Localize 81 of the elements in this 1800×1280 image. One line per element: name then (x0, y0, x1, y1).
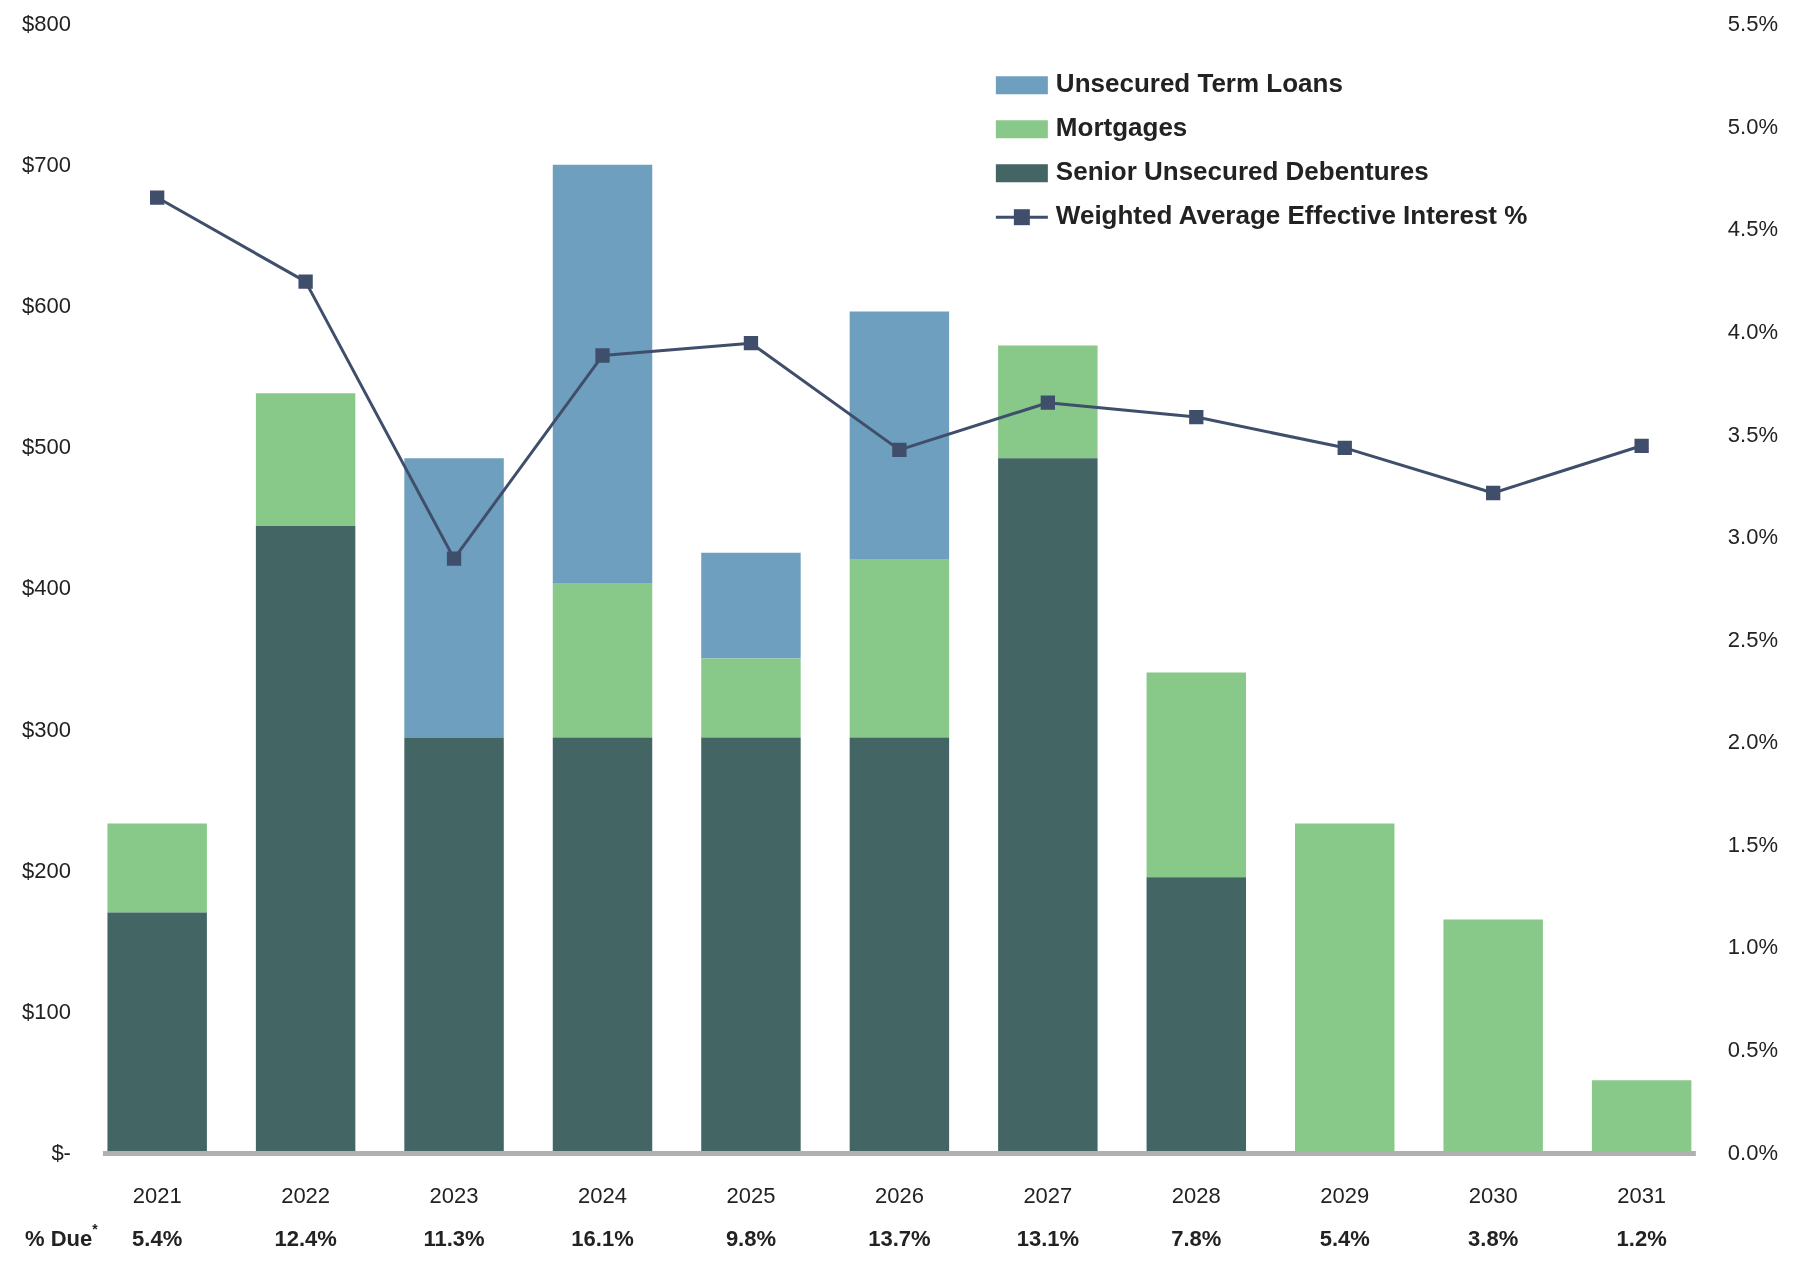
text: 1.2% (1616, 1225, 1667, 1251)
y2-tick-label: 4.5% (1727, 216, 1779, 242)
bar (107, 912, 207, 1154)
text: 7.8% (1171, 1225, 1222, 1251)
point (1634, 438, 1649, 453)
point (1486, 485, 1501, 501)
point (1337, 440, 1352, 455)
text: 5.4% (1319, 1225, 1370, 1251)
text: 3.8% (1468, 1225, 1519, 1251)
text: 5.4% (132, 1225, 183, 1251)
bar (701, 737, 801, 1154)
y2-tick-label: 2.5% (1727, 626, 1779, 652)
bar (1146, 877, 1247, 1154)
x-tick-label: 2027 (1023, 1182, 1073, 1208)
text: 12.4% (274, 1225, 337, 1251)
bar (849, 737, 950, 1154)
bar (998, 458, 1098, 1154)
bar (552, 164, 653, 584)
x-tick-label: 2024 (578, 1182, 627, 1208)
y-tick-label: $800 (21, 11, 71, 37)
y2-tick-label: 2.0% (1727, 729, 1779, 755)
x-tick-label: 2026 (874, 1182, 924, 1208)
x-tick-label: 2025 (726, 1182, 776, 1208)
bar (404, 737, 504, 1154)
point (150, 190, 165, 205)
y-tick-label: $600 (21, 293, 71, 319)
y2-tick-label: 1.0% (1727, 934, 1779, 960)
bar (1443, 919, 1543, 1154)
y-tick-label: $- (51, 1139, 71, 1165)
legend-label: Weighted Average Effective Interest % (1055, 200, 1528, 231)
x-tick-label: 2031 (1617, 1182, 1667, 1208)
bar (701, 552, 801, 659)
x-tick-label: 2028 (1171, 1182, 1221, 1208)
bar (998, 345, 1098, 459)
point (595, 348, 610, 363)
text: 13.1% (1016, 1225, 1080, 1251)
point (892, 442, 907, 458)
bar (849, 559, 950, 738)
point (743, 336, 759, 351)
bar (552, 737, 653, 1154)
y2-tick-label: 3.0% (1727, 524, 1779, 550)
legend-label: Senior Unsecured Debentures (1055, 156, 1429, 187)
bar (849, 311, 950, 560)
y-tick-label: $700 (21, 152, 71, 178)
bar (701, 658, 801, 738)
y-tick-label: $500 (21, 434, 71, 460)
bar (1295, 823, 1395, 1154)
x-tick-label: 2021 (132, 1182, 182, 1208)
point (298, 274, 313, 289)
y2-tick-label: 5.0% (1727, 113, 1779, 139)
bar (1146, 672, 1247, 878)
x-tick-label: 2022 (281, 1182, 331, 1208)
text: % Due* (25, 1221, 99, 1251)
bar (404, 458, 504, 738)
bar (1591, 1080, 1692, 1154)
bar (255, 525, 356, 1154)
text: 11.3% (423, 1225, 485, 1251)
x-tick-label: 2029 (1320, 1182, 1370, 1208)
point (1189, 409, 1204, 425)
y2-tick-label: 0.5% (1727, 1037, 1779, 1063)
y2-tick-label: 1.5% (1727, 831, 1779, 857)
point (446, 551, 462, 566)
bar (255, 393, 356, 526)
y2-tick-label: 3.5% (1727, 421, 1779, 447)
y2-tick-label: 5.5% (1727, 11, 1779, 37)
text: 13.7% (868, 1225, 931, 1251)
bar (107, 823, 207, 913)
text: 16.1% (571, 1225, 634, 1251)
point (1040, 395, 1055, 410)
y-tick-label: $300 (21, 716, 71, 742)
legend-label: Unsecured Term Loans (1055, 68, 1343, 99)
y-tick-label: $200 (21, 857, 71, 883)
text: 9.8% (725, 1225, 777, 1251)
bar (552, 583, 653, 738)
x-tick-label: 2030 (1468, 1182, 1518, 1208)
legend-label: Mortgages (1055, 112, 1188, 143)
y2-tick-label: 4.0% (1727, 319, 1779, 345)
x-tick-label: 2023 (429, 1182, 479, 1208)
y-tick-label: $400 (21, 575, 71, 601)
y2-tick-label: 0.0% (1727, 1139, 1779, 1165)
y-tick-label: $100 (21, 998, 71, 1024)
